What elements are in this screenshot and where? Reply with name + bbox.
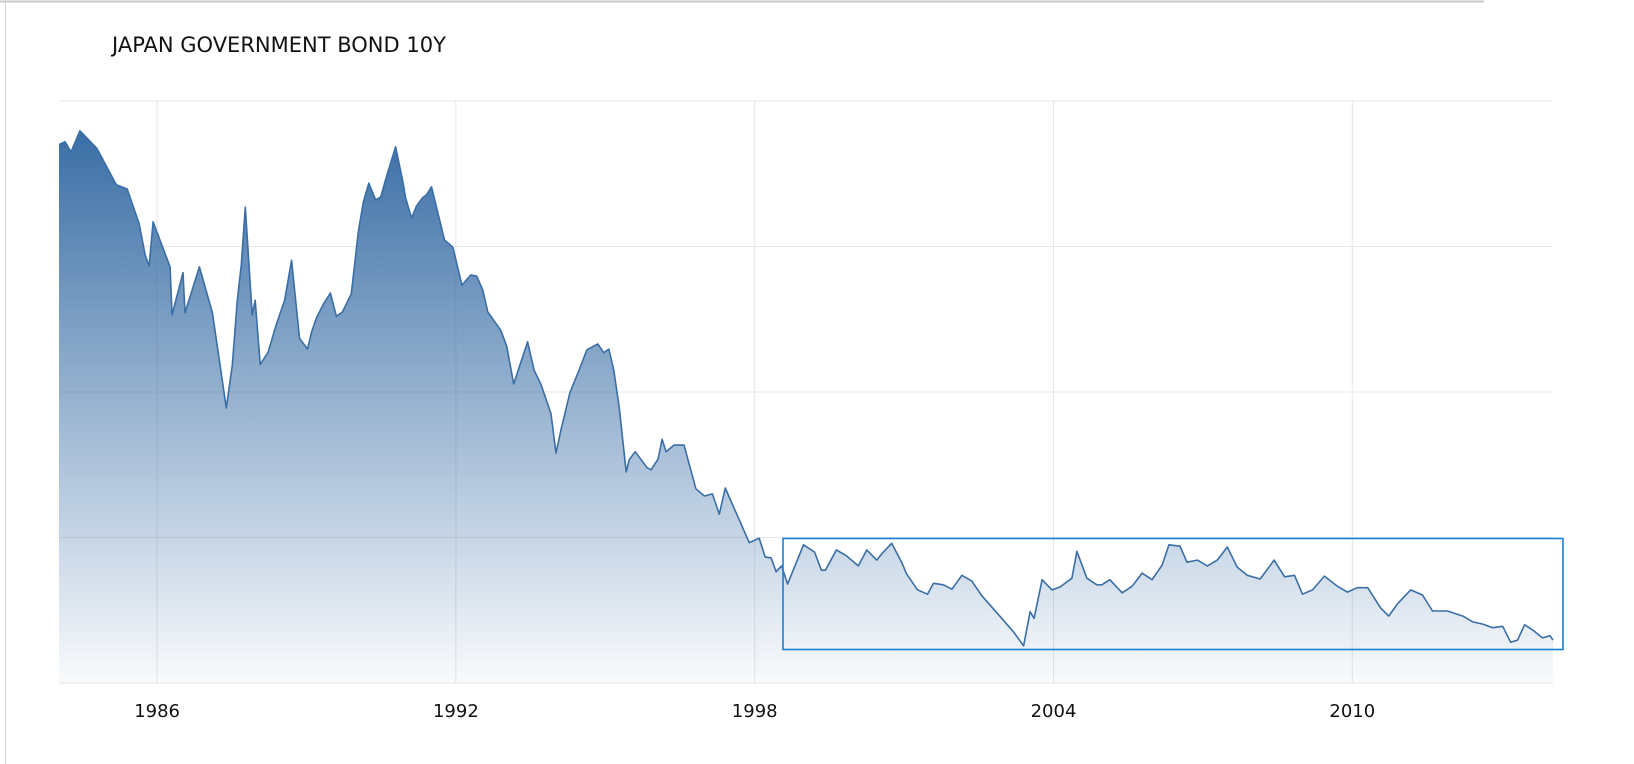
line (58, 130, 1554, 647)
x-tick-label: 2004 (1031, 701, 1077, 722)
area (59, 130, 1553, 684)
x-tick-label: 1998 (732, 701, 778, 722)
x-tick-label: 1992 (433, 701, 479, 722)
x-tick-label: 2010 (1329, 701, 1375, 722)
x-axis: 1986 1992 1998 2004 2010 (134, 701, 1375, 722)
plot (58, 130, 1554, 684)
highlight-box (782, 537, 1564, 651)
x-tick-label: 1986 (134, 701, 180, 722)
chart-title: JAPAN GOVERNMENT BOND 10Y (110, 33, 446, 57)
